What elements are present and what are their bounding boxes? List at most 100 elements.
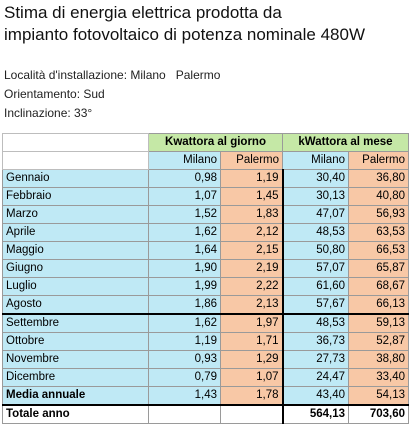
value-cell: 1,19 bbox=[148, 332, 221, 351]
inclination-label: Inclinazione: 33° bbox=[4, 106, 93, 120]
value-cell: 1,62 bbox=[148, 223, 221, 242]
installation-info: Località d'installazione: Milano Palermo… bbox=[4, 66, 220, 123]
table-row: Febbraio 1,07 1,45 30,13 40,80 bbox=[2, 187, 409, 206]
daily-kwh-header: Kwattora al giorno bbox=[148, 133, 283, 152]
value-cell: 47,07 bbox=[281, 205, 349, 224]
month-label: Settembre bbox=[2, 313, 149, 333]
value-cell: 30,40 bbox=[281, 169, 349, 188]
average-value-cell: 54,13 bbox=[348, 386, 409, 406]
value-cell: 1,45 bbox=[220, 187, 283, 206]
value-cell: 48,53 bbox=[281, 223, 349, 242]
value-cell: 1,07 bbox=[148, 187, 221, 206]
daily-milano-header: Milano bbox=[148, 151, 221, 170]
month-label: Luglio bbox=[2, 277, 149, 296]
monthly-palermo-header: Palermo bbox=[348, 151, 409, 170]
sub-header-row: Milano Palermo Milano Palermo bbox=[2, 151, 409, 170]
value-cell: 63,53 bbox=[348, 223, 409, 242]
value-cell: 40,80 bbox=[348, 187, 409, 206]
average-row: Media annuale 1,43 1,78 43,40 54,13 bbox=[2, 386, 409, 406]
value-cell: 36,73 bbox=[281, 332, 349, 351]
table-row: Maggio 1,64 2,15 50,80 66,53 bbox=[2, 241, 409, 260]
table-row: Aprile 1,62 2,12 48,53 63,53 bbox=[2, 223, 409, 242]
value-cell: 50,80 bbox=[281, 241, 349, 260]
average-value-cell: 1,78 bbox=[220, 386, 283, 406]
total-empty-cell bbox=[148, 404, 221, 424]
month-label: Agosto bbox=[2, 295, 149, 315]
month-label: Giugno bbox=[2, 259, 149, 278]
value-cell: 1,64 bbox=[148, 241, 221, 260]
table-row: Agosto 1,86 2,13 57,67 66,13 bbox=[2, 295, 409, 315]
value-cell: 1,97 bbox=[220, 313, 283, 333]
month-label: Marzo bbox=[2, 205, 149, 224]
total-empty-cell bbox=[220, 404, 283, 424]
value-cell: 65,87 bbox=[348, 259, 409, 278]
month-label: Gennaio bbox=[2, 169, 149, 188]
total-row: Totale anno 564,13 703,60 bbox=[2, 404, 409, 424]
daily-palermo-header: Palermo bbox=[220, 151, 283, 170]
value-cell: 1,52 bbox=[148, 205, 221, 224]
group-header-row: Kwattora al giorno kWattora al mese bbox=[2, 133, 409, 152]
total-label: Totale anno bbox=[2, 404, 149, 424]
table-row: Gennaio 0,98 1,19 30,40 36,80 bbox=[2, 169, 409, 188]
value-cell: 57,67 bbox=[281, 295, 349, 315]
monthly-kwh-header: kWattora al mese bbox=[282, 133, 409, 152]
value-cell: 56,93 bbox=[348, 205, 409, 224]
value-cell: 66,13 bbox=[348, 295, 409, 315]
month-label: Febbraio bbox=[2, 187, 149, 206]
orientation-label: Orientamento: Sud bbox=[4, 87, 105, 101]
month-label: Novembre bbox=[2, 350, 149, 369]
average-value-cell: 1,43 bbox=[148, 386, 221, 406]
value-cell: 66,53 bbox=[348, 241, 409, 260]
value-cell: 1,99 bbox=[148, 277, 221, 296]
table-row: Marzo 1,52 1,83 47,07 56,93 bbox=[2, 205, 409, 224]
table-row: Luglio 1,99 2,22 61,60 68,67 bbox=[2, 277, 409, 296]
value-cell: 38,80 bbox=[348, 350, 409, 369]
value-cell: 30,13 bbox=[281, 187, 349, 206]
value-cell: 2,13 bbox=[220, 295, 283, 315]
value-cell: 59,13 bbox=[348, 313, 409, 333]
average-label: Media annuale bbox=[2, 386, 149, 406]
value-cell: 1,07 bbox=[220, 368, 283, 387]
value-cell: 1,19 bbox=[220, 169, 283, 188]
subheader-blank-cell bbox=[2, 151, 149, 170]
value-cell: 24,47 bbox=[281, 368, 349, 387]
value-cell: 2,22 bbox=[220, 277, 283, 296]
value-cell: 1,86 bbox=[148, 295, 221, 315]
value-cell: 27,73 bbox=[281, 350, 349, 369]
table-row: Ottobre 1,19 1,71 36,73 52,87 bbox=[2, 332, 409, 351]
table-row: Settembre 1,62 1,97 48,53 59,13 bbox=[2, 313, 409, 333]
total-value-cell: 564,13 bbox=[281, 404, 349, 424]
location-label: Località d'installazione: Milano Palermo bbox=[4, 68, 221, 82]
title-line-1: Stima di energia elettrica prodotta da bbox=[4, 3, 282, 22]
header-blank-cell bbox=[2, 133, 149, 152]
table-row: Novembre 0,93 1,29 27,73 38,80 bbox=[2, 350, 409, 369]
value-cell: 61,60 bbox=[281, 277, 349, 296]
value-cell: 2,15 bbox=[220, 241, 283, 260]
value-cell: 57,07 bbox=[281, 259, 349, 278]
value-cell: 0,93 bbox=[148, 350, 221, 369]
total-value-cell: 703,60 bbox=[348, 404, 409, 424]
value-cell: 1,29 bbox=[220, 350, 283, 369]
table-row: Giugno 1,90 2,19 57,07 65,87 bbox=[2, 259, 409, 278]
value-cell: 1,62 bbox=[148, 313, 221, 333]
document-title: Stima di energia elettrica prodotta da i… bbox=[4, 2, 410, 46]
average-value-cell: 43,40 bbox=[281, 386, 349, 406]
title-line-2: impianto fotovoltaico di potenza nominal… bbox=[4, 25, 365, 44]
value-cell: 52,87 bbox=[348, 332, 409, 351]
value-cell: 0,79 bbox=[148, 368, 221, 387]
value-cell: 48,53 bbox=[281, 313, 349, 333]
month-label: Dicembre bbox=[2, 368, 149, 387]
value-cell: 2,12 bbox=[220, 223, 283, 242]
value-cell: 1,83 bbox=[220, 205, 283, 224]
value-cell: 33,40 bbox=[348, 368, 409, 387]
monthly-milano-header: Milano bbox=[282, 151, 349, 170]
value-cell: 68,67 bbox=[348, 277, 409, 296]
month-label: Aprile bbox=[2, 223, 149, 242]
energy-table: Kwattora al giorno kWattora al mese Mila… bbox=[2, 133, 409, 424]
month-label: Maggio bbox=[2, 241, 149, 260]
value-cell: 1,71 bbox=[220, 332, 283, 351]
month-label: Ottobre bbox=[2, 332, 149, 351]
value-cell: 1,90 bbox=[148, 259, 221, 278]
table-row: Dicembre 0,79 1,07 24,47 33,40 bbox=[2, 368, 409, 387]
value-cell: 0,98 bbox=[148, 169, 221, 188]
